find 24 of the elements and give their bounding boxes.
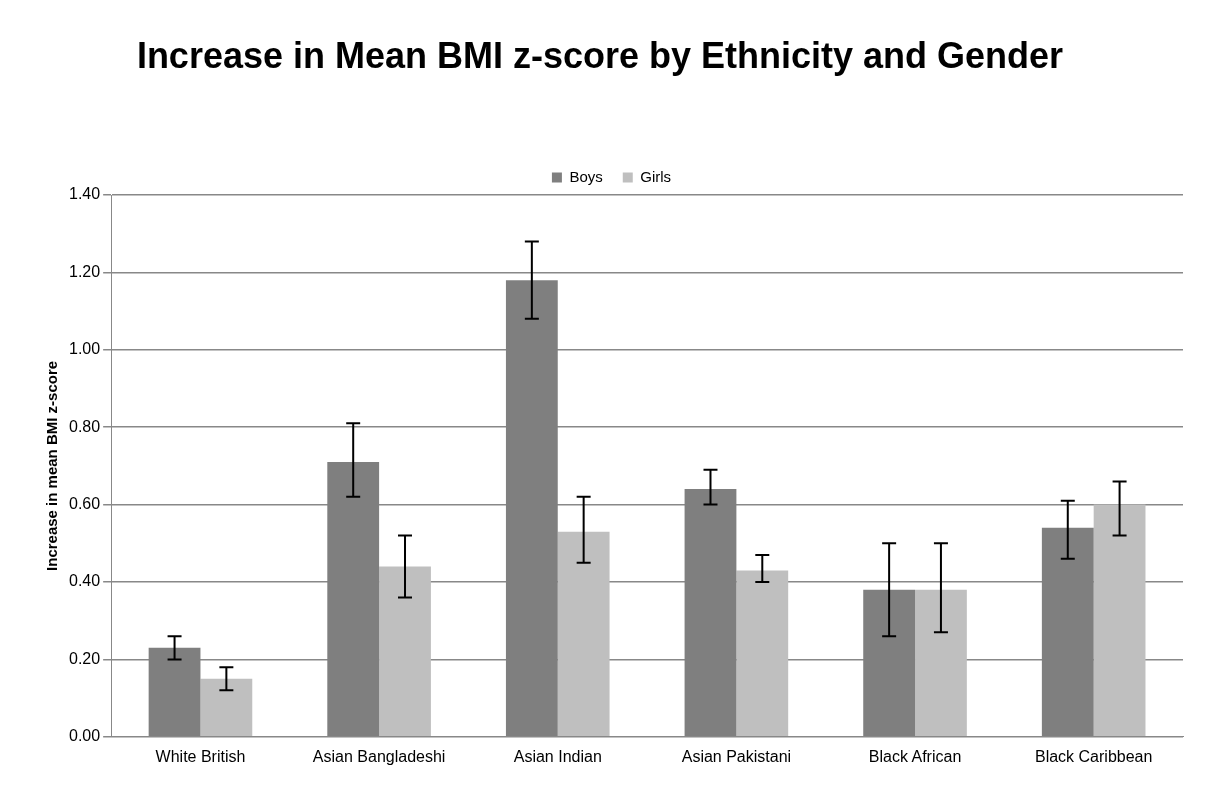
x-tick-label: Asian Bangladeshi — [312, 747, 446, 765]
x-tick-label: Asian Pakistani — [681, 747, 792, 765]
x-tick-label: Asian Indian — [513, 747, 602, 765]
y-tick-label: 1.40 — [69, 185, 101, 203]
y-tick-label: 0.60 — [69, 495, 101, 513]
y-tick-label: 1.20 — [69, 262, 101, 280]
bar — [1093, 504, 1146, 737]
x-tick-label: Black Caribbean — [1034, 747, 1153, 765]
legend-label: Boys — [569, 167, 603, 185]
x-tick-label: White British — [155, 747, 246, 765]
y-tick-label: 0.00 — [69, 727, 101, 745]
y-tick-label: 1.00 — [69, 340, 101, 358]
legend-label: Girls — [640, 167, 672, 185]
bar — [557, 531, 610, 737]
bar — [200, 678, 253, 737]
bar — [379, 566, 431, 737]
y-tick-label: 0.80 — [69, 417, 101, 435]
y-tick-label: 0.40 — [69, 572, 101, 590]
bar — [736, 570, 789, 737]
y-tick-label: 0.20 — [69, 649, 101, 667]
y-axis-title: Increase in mean BMI z-score — [43, 360, 61, 571]
bar — [915, 589, 967, 737]
x-tick-label: Black African — [868, 747, 962, 765]
chart-title: Increase in Mean BMI z-score by Ethnicity and Gender — [135, 34, 1065, 78]
